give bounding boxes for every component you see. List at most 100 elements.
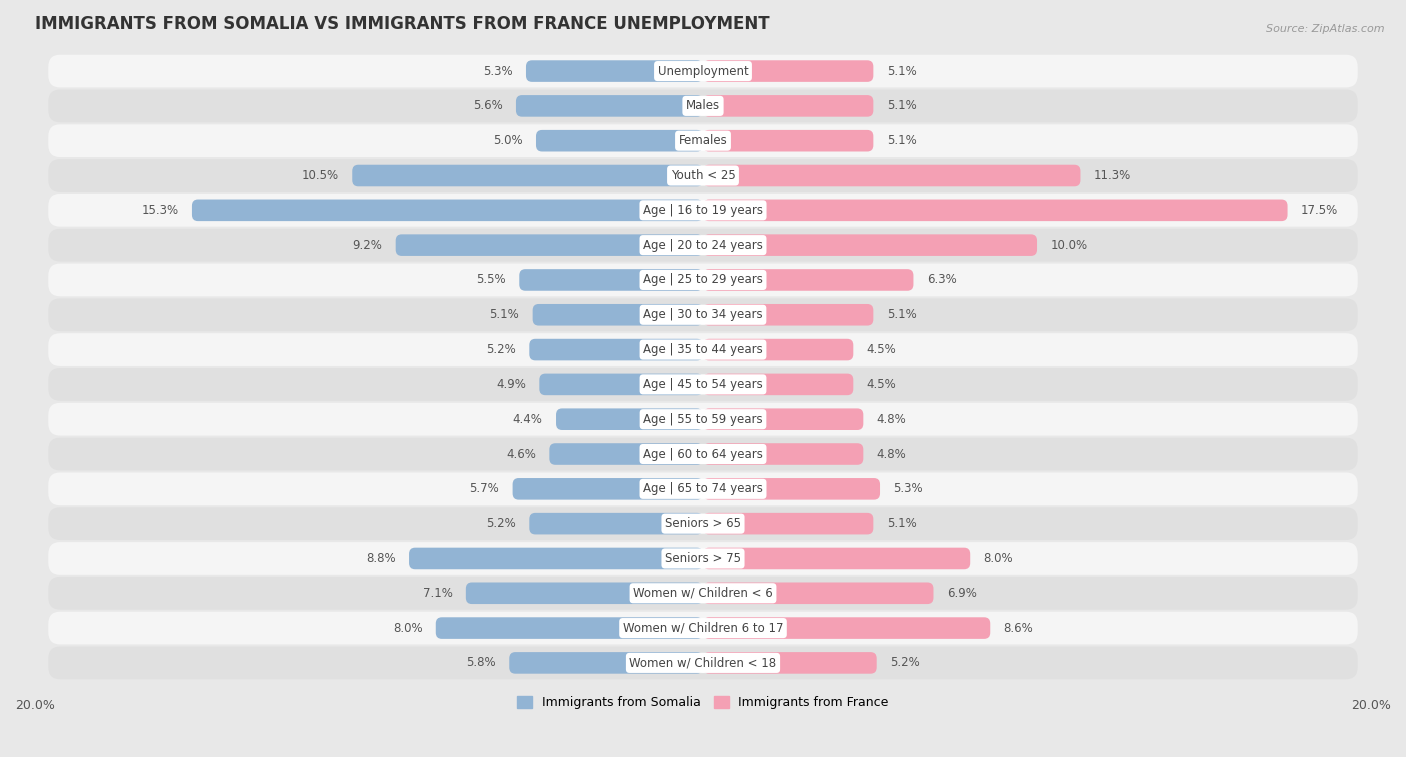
FancyBboxPatch shape bbox=[48, 368, 1358, 400]
Text: 11.3%: 11.3% bbox=[1094, 169, 1130, 182]
FancyBboxPatch shape bbox=[48, 124, 1358, 157]
Text: Youth < 25: Youth < 25 bbox=[671, 169, 735, 182]
FancyBboxPatch shape bbox=[48, 542, 1358, 575]
Text: 5.1%: 5.1% bbox=[887, 134, 917, 147]
FancyBboxPatch shape bbox=[48, 333, 1358, 366]
FancyBboxPatch shape bbox=[703, 304, 873, 326]
FancyBboxPatch shape bbox=[533, 304, 703, 326]
Text: 8.0%: 8.0% bbox=[392, 621, 422, 634]
Text: 5.6%: 5.6% bbox=[472, 99, 502, 112]
FancyBboxPatch shape bbox=[555, 409, 703, 430]
Text: Unemployment: Unemployment bbox=[658, 64, 748, 77]
Text: 5.0%: 5.0% bbox=[494, 134, 523, 147]
Text: 17.5%: 17.5% bbox=[1301, 204, 1339, 217]
FancyBboxPatch shape bbox=[703, 95, 873, 117]
Text: 5.2%: 5.2% bbox=[890, 656, 920, 669]
Text: Source: ZipAtlas.com: Source: ZipAtlas.com bbox=[1267, 24, 1385, 34]
Text: Age | 30 to 34 years: Age | 30 to 34 years bbox=[643, 308, 763, 321]
FancyBboxPatch shape bbox=[48, 646, 1358, 679]
Text: 5.1%: 5.1% bbox=[887, 517, 917, 530]
Text: Age | 65 to 74 years: Age | 65 to 74 years bbox=[643, 482, 763, 495]
FancyBboxPatch shape bbox=[703, 339, 853, 360]
FancyBboxPatch shape bbox=[48, 89, 1358, 122]
Text: 6.9%: 6.9% bbox=[946, 587, 977, 600]
Text: Age | 25 to 29 years: Age | 25 to 29 years bbox=[643, 273, 763, 286]
Text: Age | 55 to 59 years: Age | 55 to 59 years bbox=[643, 413, 763, 425]
Text: 4.8%: 4.8% bbox=[877, 447, 907, 460]
FancyBboxPatch shape bbox=[529, 339, 703, 360]
Text: 6.3%: 6.3% bbox=[927, 273, 956, 286]
Text: 8.6%: 8.6% bbox=[1004, 621, 1033, 634]
FancyBboxPatch shape bbox=[529, 512, 703, 534]
Legend: Immigrants from Somalia, Immigrants from France: Immigrants from Somalia, Immigrants from… bbox=[512, 691, 894, 715]
Text: 5.8%: 5.8% bbox=[467, 656, 496, 669]
FancyBboxPatch shape bbox=[48, 577, 1358, 609]
FancyBboxPatch shape bbox=[526, 61, 703, 82]
Text: 10.5%: 10.5% bbox=[302, 169, 339, 182]
Text: 5.2%: 5.2% bbox=[486, 517, 516, 530]
FancyBboxPatch shape bbox=[703, 269, 914, 291]
Text: Seniors > 75: Seniors > 75 bbox=[665, 552, 741, 565]
FancyBboxPatch shape bbox=[536, 130, 703, 151]
Text: IMMIGRANTS FROM SOMALIA VS IMMIGRANTS FROM FRANCE UNEMPLOYMENT: IMMIGRANTS FROM SOMALIA VS IMMIGRANTS FR… bbox=[35, 15, 769, 33]
Text: 9.2%: 9.2% bbox=[353, 238, 382, 251]
FancyBboxPatch shape bbox=[465, 582, 703, 604]
Text: 5.2%: 5.2% bbox=[486, 343, 516, 356]
FancyBboxPatch shape bbox=[48, 403, 1358, 435]
FancyBboxPatch shape bbox=[703, 200, 1288, 221]
Text: 10.0%: 10.0% bbox=[1050, 238, 1087, 251]
Text: 5.1%: 5.1% bbox=[887, 99, 917, 112]
Text: 4.6%: 4.6% bbox=[506, 447, 536, 460]
Text: 7.1%: 7.1% bbox=[423, 587, 453, 600]
FancyBboxPatch shape bbox=[509, 652, 703, 674]
FancyBboxPatch shape bbox=[516, 95, 703, 117]
Text: 8.8%: 8.8% bbox=[366, 552, 395, 565]
Text: Age | 20 to 24 years: Age | 20 to 24 years bbox=[643, 238, 763, 251]
Text: Age | 35 to 44 years: Age | 35 to 44 years bbox=[643, 343, 763, 356]
Text: 5.1%: 5.1% bbox=[887, 64, 917, 77]
Text: 5.3%: 5.3% bbox=[484, 64, 513, 77]
FancyBboxPatch shape bbox=[703, 409, 863, 430]
FancyBboxPatch shape bbox=[703, 165, 1080, 186]
FancyBboxPatch shape bbox=[48, 507, 1358, 540]
FancyBboxPatch shape bbox=[703, 617, 990, 639]
FancyBboxPatch shape bbox=[48, 438, 1358, 470]
Text: 15.3%: 15.3% bbox=[142, 204, 179, 217]
FancyBboxPatch shape bbox=[193, 200, 703, 221]
FancyBboxPatch shape bbox=[703, 374, 853, 395]
Text: 4.5%: 4.5% bbox=[866, 378, 897, 391]
FancyBboxPatch shape bbox=[703, 61, 873, 82]
Text: 5.5%: 5.5% bbox=[477, 273, 506, 286]
Text: 4.9%: 4.9% bbox=[496, 378, 526, 391]
FancyBboxPatch shape bbox=[48, 159, 1358, 192]
FancyBboxPatch shape bbox=[550, 444, 703, 465]
FancyBboxPatch shape bbox=[409, 547, 703, 569]
FancyBboxPatch shape bbox=[703, 130, 873, 151]
Text: Males: Males bbox=[686, 99, 720, 112]
FancyBboxPatch shape bbox=[540, 374, 703, 395]
FancyBboxPatch shape bbox=[48, 472, 1358, 505]
FancyBboxPatch shape bbox=[395, 235, 703, 256]
FancyBboxPatch shape bbox=[703, 652, 877, 674]
FancyBboxPatch shape bbox=[353, 165, 703, 186]
Text: 4.4%: 4.4% bbox=[513, 413, 543, 425]
FancyBboxPatch shape bbox=[703, 444, 863, 465]
FancyBboxPatch shape bbox=[48, 55, 1358, 88]
Text: 5.1%: 5.1% bbox=[887, 308, 917, 321]
Text: Seniors > 65: Seniors > 65 bbox=[665, 517, 741, 530]
FancyBboxPatch shape bbox=[703, 235, 1038, 256]
Text: Age | 45 to 54 years: Age | 45 to 54 years bbox=[643, 378, 763, 391]
FancyBboxPatch shape bbox=[48, 194, 1358, 226]
Text: 4.5%: 4.5% bbox=[866, 343, 897, 356]
Text: Age | 60 to 64 years: Age | 60 to 64 years bbox=[643, 447, 763, 460]
FancyBboxPatch shape bbox=[48, 229, 1358, 261]
Text: 8.0%: 8.0% bbox=[984, 552, 1014, 565]
FancyBboxPatch shape bbox=[48, 298, 1358, 331]
FancyBboxPatch shape bbox=[703, 478, 880, 500]
Text: 5.3%: 5.3% bbox=[893, 482, 922, 495]
FancyBboxPatch shape bbox=[436, 617, 703, 639]
Text: Women w/ Children < 6: Women w/ Children < 6 bbox=[633, 587, 773, 600]
FancyBboxPatch shape bbox=[703, 547, 970, 569]
Text: Females: Females bbox=[679, 134, 727, 147]
FancyBboxPatch shape bbox=[48, 612, 1358, 644]
